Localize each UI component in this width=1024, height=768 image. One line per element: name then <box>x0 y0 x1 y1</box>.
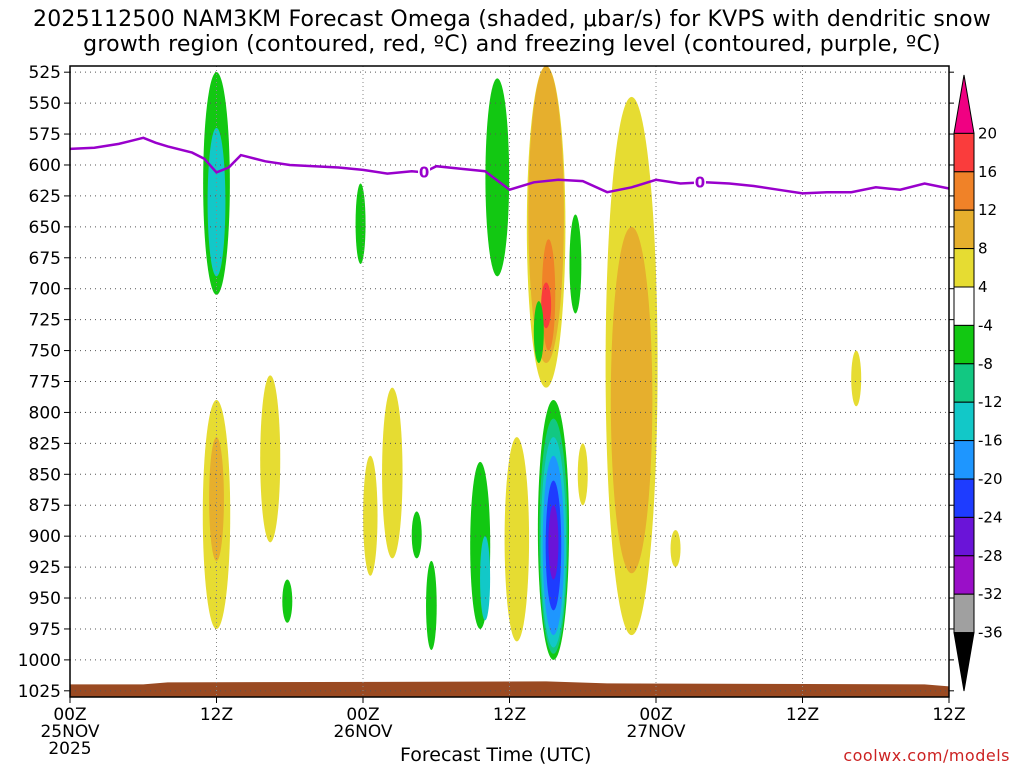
chart-title-line-2: growth region (contoured, red, ºC) and f… <box>83 32 941 57</box>
omega-region-25 <box>548 505 559 580</box>
y-tick-label: 525 <box>29 63 61 83</box>
omega-region-8 <box>382 387 403 559</box>
y-tick-label: 975 <box>29 620 61 640</box>
colorbar-segment-13 <box>953 132 975 173</box>
y-tick-label: 925 <box>29 558 61 578</box>
colorbar-label: -16 <box>978 432 1003 450</box>
y-tick-label: 625 <box>29 187 61 207</box>
x-tick-label: 25NOV <box>40 722 99 742</box>
colorbar-bottom-arrow <box>953 632 975 692</box>
colorbar: -36 -32 -28 -24 -20 -16 -12 -8 -4 4 8 12 16 20 <box>953 74 1003 692</box>
colorbar-segment-5 <box>953 440 975 480</box>
colorbar-label: 4 <box>978 278 988 296</box>
omega-region-13 <box>480 536 491 621</box>
colorbar-label: -20 <box>978 470 1003 488</box>
x-axis-label: Forecast Time (UTC) <box>400 744 592 766</box>
colorbar-label: -28 <box>978 547 1003 565</box>
colorbar-label: -32 <box>978 585 1003 603</box>
colorbar-segment-6 <box>953 401 975 442</box>
omega-region-18 <box>541 282 552 329</box>
colorbar-label: -8 <box>978 355 993 373</box>
freezing-level-layer: 00 <box>69 136 950 195</box>
colorbar-segment-12 <box>953 171 975 211</box>
colorbar-label: 20 <box>978 124 997 142</box>
y-tick-label: 600 <box>29 156 61 176</box>
omega-region-26 <box>569 214 582 314</box>
colorbar-label: -4 <box>978 316 993 334</box>
y-tick-label: 650 <box>29 218 61 238</box>
chart-title-line-1: 2025112500 NAM3KM Forecast Omega (shaded… <box>33 7 991 32</box>
colorbar-label: -36 <box>978 624 1003 642</box>
credit-link[interactable]: coolwx.com/models <box>843 746 1010 765</box>
grid-layer <box>69 66 949 697</box>
colorbar-segment-2 <box>953 555 975 595</box>
freezing-level-label-1: 0 <box>695 174 705 192</box>
omega-region-11 <box>485 78 510 277</box>
y-tick-label: 900 <box>29 527 61 547</box>
colorbar-label: 16 <box>978 163 997 181</box>
x-tick-label: 00Z <box>639 705 672 725</box>
colorbar-label: -24 <box>978 508 1003 526</box>
omega-region-31 <box>851 350 862 407</box>
y-tick-label: 725 <box>29 311 61 331</box>
y-tick-label: 675 <box>29 249 61 269</box>
colorbar-top-arrow <box>953 74 975 134</box>
omega-region-29 <box>610 226 653 574</box>
terrain-layer <box>70 681 949 697</box>
y-tick-label: 775 <box>29 373 61 393</box>
colorbar-segment-4 <box>953 478 975 518</box>
x-tick-label: 12Z <box>786 705 819 725</box>
colorbar-label: 8 <box>978 240 988 258</box>
y-tick-label: 700 <box>29 280 61 300</box>
x-tick-label: 26NOV <box>333 722 392 742</box>
axes-layer: 525 550 575 600 625 650 675 700 725 750 775 800 825 8… <box>18 63 966 759</box>
freezing-label-bg-0 <box>418 163 431 180</box>
colorbar-segment-8 <box>953 324 975 365</box>
colorbar-label: 12 <box>978 201 997 219</box>
freezing-label-bg-1 <box>693 173 706 190</box>
x-tick-label: 2025 <box>48 739 91 759</box>
y-tick-label: 1025 <box>18 682 61 702</box>
y-tick-label: 950 <box>29 589 61 609</box>
x-tick-label: 00Z <box>53 705 86 725</box>
omega-shading-layer <box>202 66 862 660</box>
terrain-fill <box>70 681 949 697</box>
colorbar-segment-10 <box>953 248 975 288</box>
omega-region-10 <box>411 511 422 559</box>
omega-region-6 <box>355 183 366 264</box>
freezing-level-label-0: 0 <box>419 163 429 181</box>
x-tick-label: 00Z <box>346 705 379 725</box>
omega-region-19 <box>533 301 544 363</box>
colorbar-segment-3 <box>953 516 975 557</box>
y-tick-label: 1000 <box>18 651 61 671</box>
omega-region-30 <box>670 529 681 568</box>
omega-region-27 <box>577 443 588 506</box>
y-tick-label: 750 <box>29 342 61 362</box>
y-tick-label: 825 <box>29 434 61 454</box>
omega-region-5 <box>282 579 293 623</box>
colorbar-segment-1 <box>953 593 975 634</box>
y-tick-label: 575 <box>29 125 61 145</box>
y-tick-label: 550 <box>29 94 61 114</box>
x-tick-label: 12Z <box>493 705 526 725</box>
colorbar-segment-11 <box>953 209 975 250</box>
omega-region-3 <box>209 437 224 561</box>
x-tick-label: 12Z <box>200 705 233 725</box>
x-tick-label: 27NOV <box>626 722 685 742</box>
y-tick-label: 875 <box>29 496 61 516</box>
omega-region-9 <box>426 560 437 650</box>
colorbar-label: -12 <box>978 393 1003 411</box>
colorbar-segment-9 <box>953 286 975 326</box>
freezing-level-line <box>69 136 950 195</box>
omega-region-4 <box>260 375 281 543</box>
y-tick-label: 850 <box>29 465 61 485</box>
colorbar-segment-7 <box>953 363 975 403</box>
x-tick-label: 12Z <box>932 705 965 725</box>
y-tick-label: 800 <box>29 403 61 423</box>
omega-region-14 <box>504 437 530 642</box>
omega-region-7 <box>363 455 378 576</box>
